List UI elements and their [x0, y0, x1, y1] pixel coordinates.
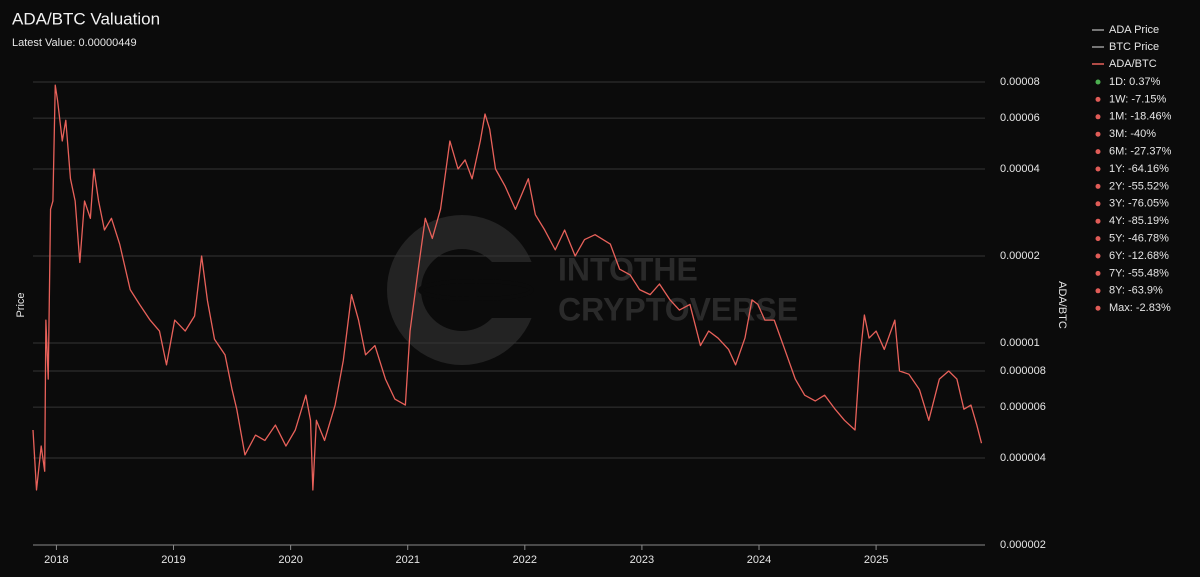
stat-label: 3M: -40%: [1109, 128, 1156, 140]
stat-label: 1W: -7.15%: [1109, 93, 1166, 105]
y-axis-label: Price: [15, 292, 27, 317]
chart-subtitle: Latest Value: 0.00000449: [12, 37, 137, 49]
stat-label: 6Y: -12.68%: [1109, 250, 1169, 262]
stat-dot: [1095, 96, 1101, 102]
x-tick-label: 2023: [630, 554, 654, 566]
stat-dot: [1095, 166, 1101, 172]
x-tick-label: 2019: [161, 554, 185, 566]
x-tick-label: 2024: [747, 554, 771, 566]
legend-label: ADA Price: [1109, 24, 1159, 36]
x-tick-label: 2022: [513, 554, 537, 566]
stat-dot: [1095, 288, 1101, 294]
stat-label: 4Y: -85.19%: [1109, 215, 1169, 227]
stat-dot: [1095, 183, 1101, 189]
data-line: [32, 84, 983, 491]
stat-dot: [1095, 131, 1101, 137]
stat-label: 5Y: -46.78%: [1109, 233, 1169, 245]
stat-label: 6M: -27.37%: [1109, 146, 1172, 158]
x-tick-label: 2020: [278, 554, 302, 566]
stat-label: 2Y: -55.52%: [1109, 180, 1169, 192]
x-tick-label: 2021: [395, 554, 419, 566]
x-tick-label: 2018: [44, 554, 68, 566]
stat-dot: [1095, 201, 1101, 207]
legend-label: BTC Price: [1109, 41, 1159, 53]
watermark-text: INTOTHE: [558, 251, 698, 287]
stat-label: 1D: 0.37%: [1109, 76, 1161, 88]
y-tick-label: 0.00006: [1000, 112, 1040, 124]
stat-dot: [1095, 149, 1101, 155]
y-tick-label: 0.000002: [1000, 539, 1046, 551]
stat-dot: [1095, 236, 1101, 242]
watermark-logo: [387, 215, 540, 365]
stat-label: 8Y: -63.9%: [1109, 285, 1163, 297]
y-tick-label: 0.000008: [1000, 365, 1046, 377]
stat-dot: [1095, 114, 1101, 120]
stat-dot: [1095, 270, 1101, 276]
stat-label: 1M: -18.46%: [1109, 111, 1172, 123]
y-tick-label: 0.000006: [1000, 401, 1046, 413]
logo-orbit: [418, 279, 534, 301]
y-tick-label: 0.00008: [1000, 76, 1040, 88]
chart-title: ADA/BTC Valuation: [12, 9, 160, 28]
x-tick-label: 2025: [864, 554, 888, 566]
y-tick-label: 0.00002: [1000, 250, 1040, 262]
stat-dot: [1095, 218, 1101, 224]
stat-label: 3Y: -76.05%: [1109, 198, 1169, 210]
stat-dot: [1095, 79, 1101, 85]
stat-dot: [1095, 305, 1101, 311]
stat-label: 1Y: -64.16%: [1109, 163, 1169, 175]
y-tick-label: 0.00004: [1000, 163, 1040, 175]
legend-label: ADA/BTC: [1109, 58, 1157, 70]
stat-label: 7Y: -55.48%: [1109, 267, 1169, 279]
stat-dot: [1095, 253, 1101, 259]
stat-label: Max: -2.83%: [1109, 302, 1171, 314]
y2-axis-label: ADA/BTC: [1056, 281, 1068, 329]
y-tick-label: 0.00001: [1000, 337, 1040, 349]
y-tick-label: 0.000004: [1000, 452, 1046, 464]
